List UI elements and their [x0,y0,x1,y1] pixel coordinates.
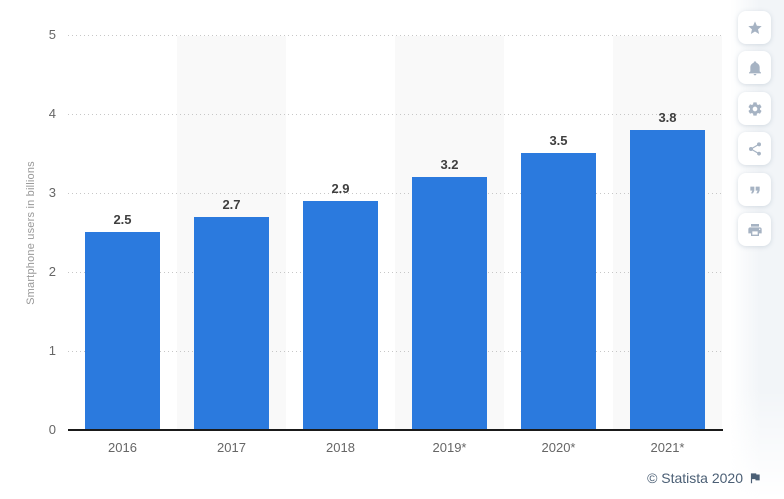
bar-2018[interactable] [303,201,378,430]
x-axis-line [68,429,723,431]
value-label: 3.8 [658,110,677,125]
x-axis-label: 2019* [432,440,467,455]
statista-flag-icon [750,473,760,484]
gridline [68,351,722,352]
bar-2016[interactable] [85,232,160,430]
value-label: 2.9 [331,181,350,196]
value-label: 3.5 [549,133,568,148]
bar-2020*[interactable] [521,153,596,430]
gridline [68,193,722,194]
print-button[interactable] [738,213,771,246]
bar-2017[interactable] [194,217,269,430]
value-label: 2.5 [113,212,132,227]
y-axis-tick: 5 [48,27,56,42]
x-axis-label: 2020* [541,440,576,455]
star-button[interactable] [738,11,771,44]
y-axis-tick: 3 [48,185,56,200]
x-axis-label: 2018 [326,440,355,455]
y-axis-tick: 4 [48,106,56,121]
gear-icon [748,101,761,116]
gridline [68,35,722,36]
copyright-footer: © Statista 2020 [647,470,762,486]
value-label: 2.7 [222,197,241,212]
quote-icon [749,186,760,193]
gear-button[interactable] [738,92,771,125]
share-button[interactable] [738,132,771,165]
share-icon [748,141,761,156]
star-icon [747,20,762,34]
y-axis-title: Smartphone users in billions [25,160,38,305]
y-axis-title-container: Smartphone users in billions [24,35,38,430]
print-icon [747,223,762,236]
value-label: 3.2 [440,157,459,172]
x-axis-label: 2021* [650,440,685,455]
x-axis-label: 2016 [108,440,137,455]
y-axis-tick: 0 [48,422,56,437]
gridline [68,272,722,273]
quote-button[interactable] [738,173,771,206]
bell-icon [748,60,761,75]
x-axis-label: 2017 [217,440,246,455]
gridline [68,114,722,115]
bar-2021*[interactable] [630,130,705,430]
y-axis-tick: 1 [48,343,56,358]
y-axis-tick: 2 [48,264,56,279]
bell-button[interactable] [738,51,771,84]
bar-2019*[interactable] [412,177,487,430]
copyright-text: © Statista 2020 [647,470,743,486]
